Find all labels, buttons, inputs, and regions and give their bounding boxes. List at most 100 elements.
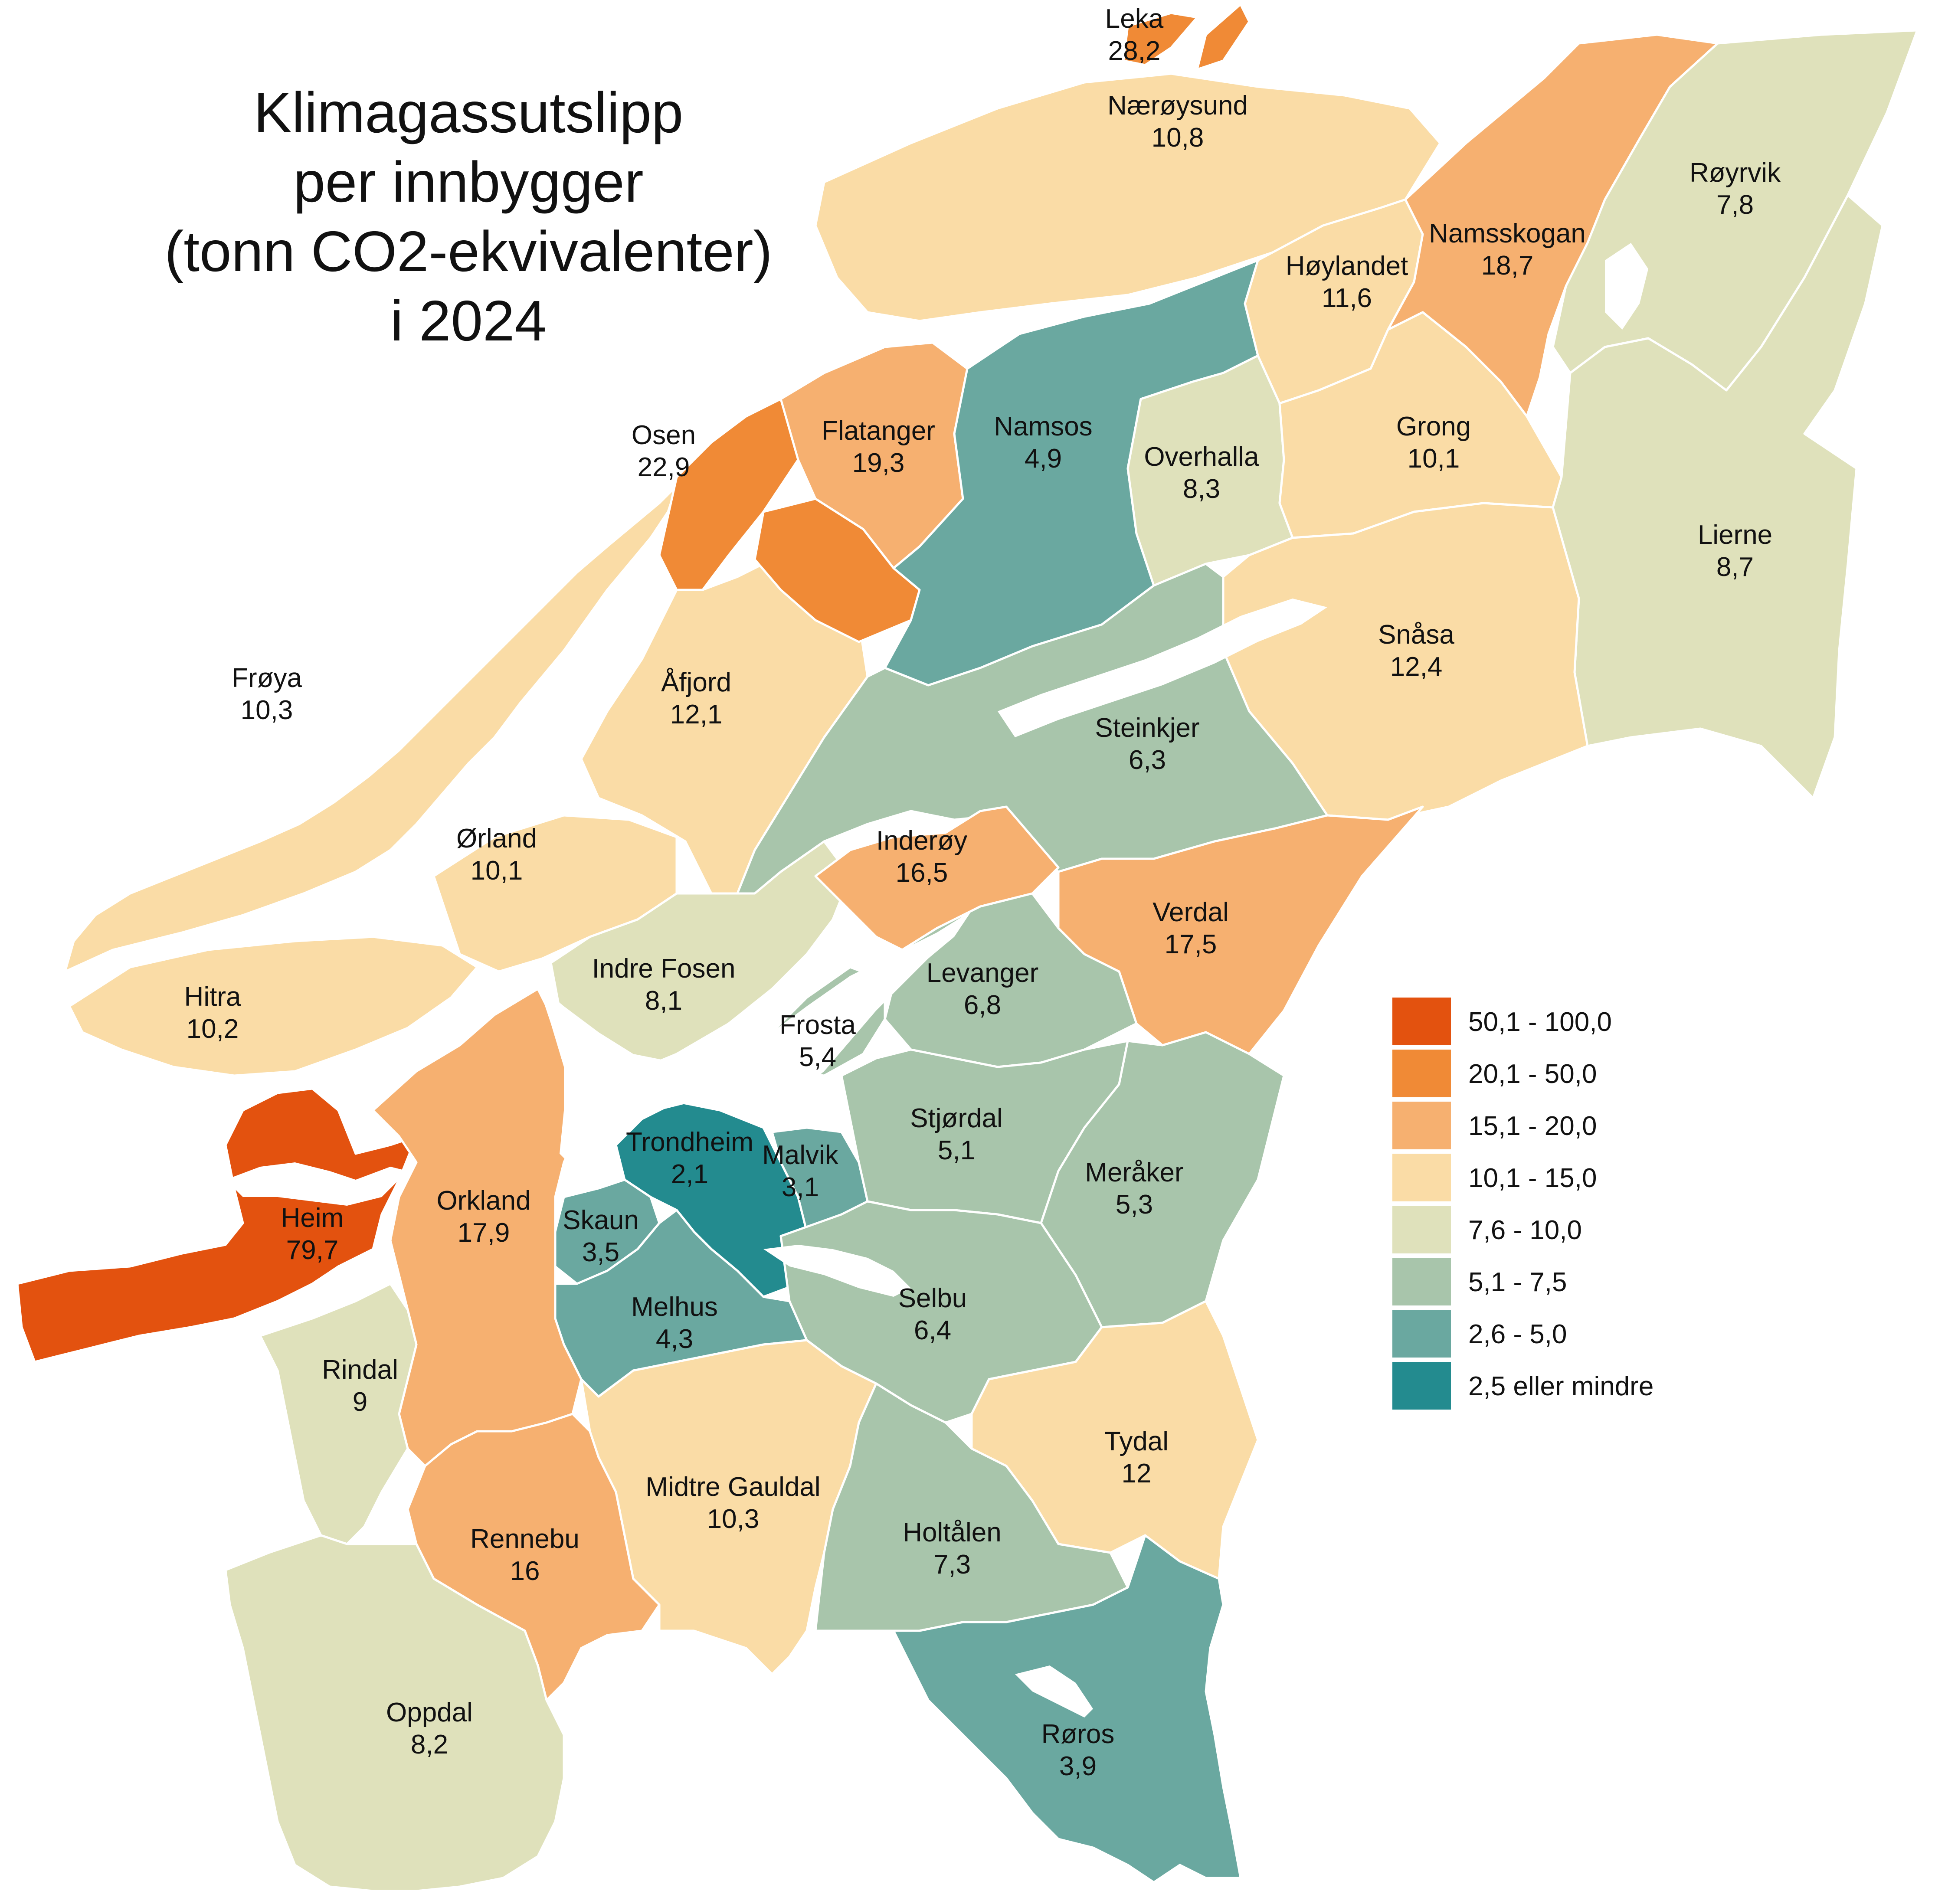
title-line: (tonn CO2-ekvivalenter) xyxy=(164,219,772,283)
municipality-name: Levanger xyxy=(927,958,1039,988)
beitstadfjorden xyxy=(998,599,1327,737)
title-line: per innbygger xyxy=(293,150,643,214)
municipality-value: 12,4 xyxy=(1390,652,1443,682)
aursunden xyxy=(1015,1665,1093,1718)
municipality-value: 19,3 xyxy=(852,448,905,478)
legend-swatch xyxy=(1392,1310,1451,1358)
rindal-region xyxy=(259,1282,418,1545)
municipality-name: Midtre Gauldal xyxy=(645,1472,820,1502)
municipality-name: Røros xyxy=(1041,1719,1115,1749)
municipality-value: 17,9 xyxy=(458,1218,510,1248)
legend-label: 50,1 - 100,0 xyxy=(1468,1007,1612,1037)
municipality-name: Selbu xyxy=(898,1283,967,1313)
municipality-value: 8,1 xyxy=(645,986,682,1016)
municipality-name: Rennebu xyxy=(470,1524,580,1554)
municipality-value: 2,1 xyxy=(671,1159,708,1189)
municipality-value: 10,8 xyxy=(1152,123,1204,153)
municipality-value: 8,2 xyxy=(411,1730,448,1760)
water-features xyxy=(226,243,1648,1718)
municipality-name: Trondheim xyxy=(626,1127,753,1157)
municipality-name: Verdal xyxy=(1152,897,1229,927)
leka-region xyxy=(1122,3,1251,71)
municipality-name: Tydal xyxy=(1104,1426,1169,1456)
municipality-name: Lierne xyxy=(1698,520,1772,550)
selbusjoen xyxy=(763,1245,911,1297)
municipality-name: Rindal xyxy=(322,1355,398,1385)
label-oppdal: Oppdal 8,2 xyxy=(386,1698,473,1760)
municipality-value: 10,2 xyxy=(187,1014,239,1044)
municipality-value: 12,1 xyxy=(670,700,723,730)
municipality-value: 22,9 xyxy=(638,452,690,482)
legend-swatch xyxy=(1392,1154,1451,1201)
label-holtalen: Holtålen 7,3 xyxy=(903,1518,1001,1580)
municipality-name: Åfjord xyxy=(661,667,731,697)
municipality-name: Indre Fosen xyxy=(592,954,736,984)
municipality-value: 3,9 xyxy=(1059,1751,1097,1781)
municipality-name: Steinkjer xyxy=(1095,713,1199,743)
map-legend: 50,1 - 100,0 20,1 - 50,0 15,1 - 20,0 10,1 -… xyxy=(1392,998,1653,1410)
legend-swatch xyxy=(1392,998,1451,1045)
legend-label: 2,6 - 5,0 xyxy=(1468,1319,1567,1349)
municipality-name: Røyrvik xyxy=(1689,158,1781,188)
municipality-value: 17,5 xyxy=(1165,929,1217,959)
municipality-value: 9 xyxy=(353,1387,367,1417)
legend-swatch xyxy=(1392,1362,1451,1410)
municipality-value: 79,7 xyxy=(286,1235,339,1265)
municipality-name: Hitra xyxy=(184,982,241,1012)
municipality-name: Inderøy xyxy=(876,826,967,856)
municipality-name: Leka xyxy=(1105,4,1164,34)
municipality-name: Skaun xyxy=(563,1205,639,1235)
legend-swatch xyxy=(1392,1258,1451,1305)
municipality-value: 8,3 xyxy=(1183,474,1220,504)
legend-swatch xyxy=(1392,1206,1451,1253)
municipality-name: Stjørdal xyxy=(910,1103,1003,1133)
trondheimsfjorden xyxy=(538,911,972,1171)
osen-region xyxy=(658,398,817,591)
municipality-value: 3,1 xyxy=(782,1172,819,1202)
municipality-name: Frosta xyxy=(779,1010,856,1040)
municipality-name: Ørland xyxy=(456,824,537,854)
legend-label: 10,1 - 15,0 xyxy=(1468,1163,1597,1193)
municipality-value: 7,8 xyxy=(1716,190,1754,220)
municipality-name: Flatanger xyxy=(822,416,935,446)
municipality-value: 5,4 xyxy=(799,1042,836,1072)
municipality-name: Overhalla xyxy=(1144,442,1259,472)
municipality-name: Osen xyxy=(632,420,696,450)
municipality-value: 28,2 xyxy=(1108,36,1161,66)
municipality-name: Holtålen xyxy=(903,1518,1001,1547)
lierne-region xyxy=(1552,194,1884,799)
municipality-name: Grong xyxy=(1396,412,1471,442)
municipality-value: 16 xyxy=(510,1556,540,1586)
municipality-value: 12 xyxy=(1122,1459,1152,1489)
municipality-name: Meråker xyxy=(1085,1158,1183,1188)
municipality-value: 6,4 xyxy=(914,1315,951,1345)
oppdal-region xyxy=(224,1534,565,1892)
municipality-value: 5,1 xyxy=(938,1135,975,1165)
municipality-value: 4,9 xyxy=(1025,444,1062,474)
legend-label: 7,6 - 10,0 xyxy=(1468,1215,1582,1245)
municipality-value: 10,3 xyxy=(707,1504,760,1534)
